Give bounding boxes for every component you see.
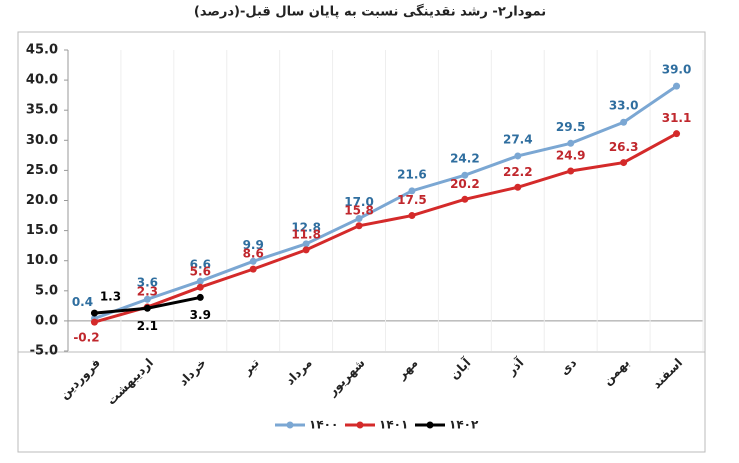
x-tick-label: آبان: [446, 354, 474, 382]
legend-marker: [356, 421, 364, 429]
value-label: 39.0: [662, 63, 692, 77]
y-tick-label: 5.0: [35, 283, 58, 298]
x-tick-label: اردیبهشت: [104, 356, 156, 408]
value-label: 3.6: [137, 276, 158, 290]
value-label: 6.6: [190, 258, 211, 272]
x-tick-label: مهر: [394, 356, 421, 383]
point: [567, 167, 575, 175]
x-tick-label: آذر: [503, 354, 527, 378]
x-tick-label: فروردین: [57, 356, 104, 403]
point: [673, 130, 681, 138]
legend-marker: [286, 421, 294, 429]
legend-label: ۱۴۰۰: [309, 418, 338, 432]
x-tick-label: شهریور: [324, 356, 368, 400]
x-tick-label: تیر: [239, 356, 262, 379]
value-label: 21.6: [397, 167, 427, 181]
x-tick-label: خرداد: [176, 356, 209, 389]
value-label: 20.2: [450, 177, 480, 191]
value-label: 17.5: [397, 193, 427, 207]
value-label: 11.8: [291, 227, 321, 241]
series-line: [94, 132, 678, 324]
point: [620, 118, 628, 126]
point: [355, 222, 363, 230]
point: [673, 82, 681, 90]
y-tick-label: 40.0: [26, 73, 58, 88]
y-tick-label: 0.0: [35, 313, 58, 328]
point: [90, 318, 98, 326]
y-tick-label: 45.0: [26, 43, 58, 58]
point: [302, 246, 310, 254]
point: [355, 215, 363, 223]
value-label: 31.1: [662, 111, 692, 125]
point: [143, 295, 151, 303]
point: [196, 277, 204, 285]
point: [408, 187, 416, 195]
value-label: 3.9: [190, 308, 211, 322]
y-tick-label: 30.0: [26, 133, 58, 148]
series-line: [93, 84, 678, 320]
frame: [17, 351, 706, 453]
legend-label: ۱۴۰۲: [449, 418, 479, 432]
point: [461, 195, 469, 203]
value-label: 1.3: [100, 290, 121, 304]
value-label: 8.6: [243, 247, 264, 261]
value-label: 5.6: [190, 265, 211, 279]
value-label: 12.8: [291, 220, 321, 234]
x-tick-label: بهمن: [600, 356, 632, 388]
point: [249, 257, 257, 265]
y-tick-label: 35.0: [26, 103, 58, 118]
value-label: 24.2: [450, 152, 480, 166]
y-tick-label: 20.0: [26, 193, 58, 208]
point: [620, 159, 628, 167]
point: [514, 183, 522, 191]
point: [567, 139, 575, 147]
value-label: 22.2: [503, 165, 533, 179]
value-label: 9.9: [243, 238, 264, 252]
point: [249, 265, 257, 273]
value-label: 33.0: [609, 99, 639, 113]
legend-marker: [426, 421, 434, 429]
x-tick-label: اسفند: [650, 356, 686, 392]
value-label: -0.2: [73, 331, 99, 345]
value-label: 17.0: [344, 195, 374, 209]
value-label: 24.9: [556, 149, 586, 163]
x-tick-label: دی: [557, 356, 579, 378]
point: [196, 293, 204, 301]
y-tick-label: 10.0: [26, 253, 58, 268]
y-tick-label: 15.0: [26, 223, 58, 238]
point: [196, 283, 204, 291]
point: [514, 152, 522, 160]
value-label: 27.4: [503, 132, 533, 146]
x-tick-label: مرداد: [283, 356, 315, 388]
value-label: 2.3: [137, 285, 158, 299]
value-label: 2.1: [137, 319, 158, 333]
value-label: 15.8: [344, 203, 374, 217]
legend-label: ۱۴۰۱: [379, 418, 408, 432]
point: [143, 304, 151, 312]
value-label: 26.3: [609, 140, 639, 154]
point: [302, 240, 310, 248]
y-tick-label: -5.0: [30, 344, 58, 359]
point: [461, 171, 469, 179]
chart-title: نمودار۲- رشد نقدینگی نسبت به پایان سال ق…: [194, 4, 546, 20]
y-tick-label: 25.0: [26, 163, 58, 178]
point: [408, 212, 416, 220]
value-label: 29.5: [556, 120, 586, 134]
point: [90, 309, 98, 317]
value-label: 0.4: [72, 295, 93, 309]
